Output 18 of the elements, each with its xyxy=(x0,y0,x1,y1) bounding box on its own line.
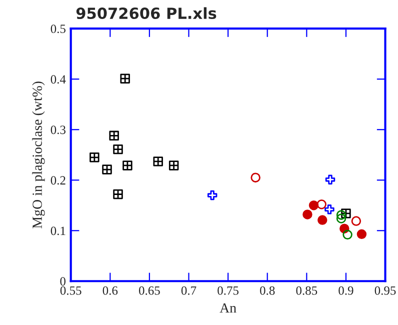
x-tick-label: 0.65 xyxy=(138,286,160,295)
y-tick-label: 0 xyxy=(60,277,66,286)
x-tick-label: 0.95 xyxy=(374,286,396,295)
y-tick-label: 0.5 xyxy=(50,24,66,34)
y-tick-label: 0.4 xyxy=(50,75,66,84)
chart-title: 95072606 PL.xls xyxy=(76,7,216,20)
x-tick-label: 0.9 xyxy=(338,286,354,295)
x-tick-label: 0.75 xyxy=(218,286,239,295)
x-tick-label: 0.7 xyxy=(181,286,196,295)
x-tick-label: 0.55 xyxy=(60,286,82,295)
y-tick-label: 0.1 xyxy=(50,226,66,236)
y-tick-label: 0.2 xyxy=(50,176,66,185)
x-tick-label: 0.6 xyxy=(102,286,118,295)
y-axis-title: MgO in plagioclase (wt%) xyxy=(32,82,45,228)
x-axis-title: An xyxy=(220,303,236,313)
x-tick-label: 0.85 xyxy=(296,286,318,295)
x-tick-label: 0.8 xyxy=(260,286,275,295)
y-tick-label: 0.3 xyxy=(50,126,66,134)
